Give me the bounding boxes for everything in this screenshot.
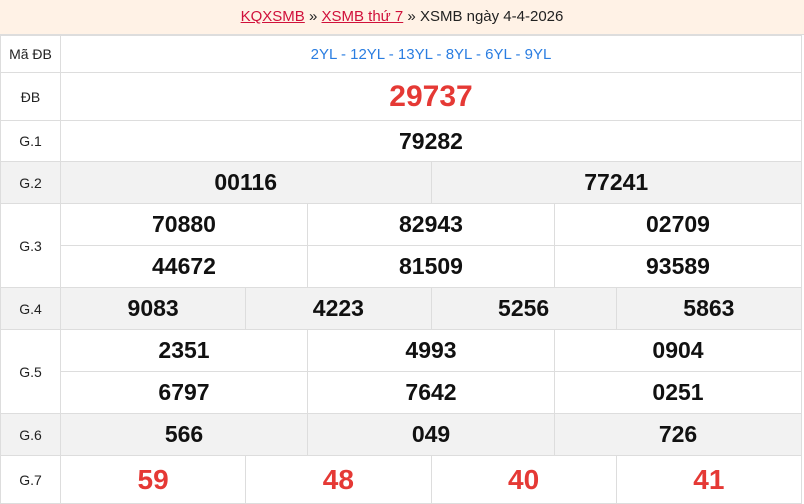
prize-number: 79282: [60, 120, 802, 162]
row-g6: G.6 566 049 726: [0, 413, 802, 456]
prize-number: 566: [60, 413, 308, 456]
row-g1: G.1 79282: [0, 120, 802, 162]
breadcrumb-current: XSMB ngày 4-4-2026: [419, 8, 564, 25]
prize-number: 77241: [430, 161, 802, 204]
prize-number: 4993: [307, 329, 555, 372]
prize-number: 40: [430, 455, 617, 504]
results-table: Mã ĐB 2YL - 12YL - 13YL - 8YL - 6YL - 9Y…: [0, 35, 803, 504]
row-g5: G.5 2351 4993 0904: [0, 329, 802, 414]
prize-number: 00116: [60, 161, 432, 204]
row-label: G.3: [0, 203, 61, 288]
prize-number: 5863: [615, 287, 803, 330]
breadcrumb-day-link[interactable]: XSMB thứ 7: [321, 8, 404, 25]
row-label: ĐB: [0, 72, 61, 121]
prize-number: 2351: [60, 329, 308, 372]
special-code: 2YL - 12YL - 13YL - 8YL - 6YL - 9YL: [60, 35, 802, 73]
prize-number: 48: [245, 455, 432, 504]
row-label: G.6: [0, 413, 61, 456]
row-g4: G.4 9083 4223 5256 5863: [0, 287, 803, 330]
row-g2: G.2 00116 77241: [0, 161, 802, 204]
row-label: G.5: [0, 329, 61, 414]
prize-number: 9083: [59, 287, 247, 330]
prize-number: 44672: [60, 245, 308, 288]
row-label: G.2: [0, 161, 61, 204]
row-db: ĐB 29737: [0, 72, 802, 121]
prize-number: 41: [615, 455, 803, 504]
prize-number: 5256: [430, 287, 617, 330]
row-g3: G.3 70880 82943 02709: [0, 203, 802, 288]
breadcrumb-home-link[interactable]: KQXSMB: [240, 8, 305, 25]
prize-number: 049: [307, 413, 555, 456]
row-label: G.7: [0, 455, 61, 504]
prize-number: 81509: [307, 245, 555, 288]
prize-number: 82943: [307, 203, 555, 246]
prize-number: 70880: [60, 203, 308, 246]
row-g7: G.7 59 48 40 41: [0, 455, 803, 504]
row-label: G.4: [0, 287, 61, 330]
prize-number: 4223: [245, 287, 432, 330]
row-ma-db: Mã ĐB 2YL - 12YL - 13YL - 8YL - 6YL - 9Y…: [0, 35, 802, 73]
prize-number: 726: [554, 413, 802, 456]
prize-number: 7642: [307, 371, 555, 414]
row-g3b: 44672 81509 93589: [1, 245, 802, 288]
row-g5b: 6797 7642 0251: [1, 371, 802, 414]
prize-number: 0904: [554, 329, 802, 372]
row-label: G.1: [0, 120, 61, 162]
prize-number: 0251: [554, 371, 802, 414]
prize-number: 93589: [554, 245, 802, 288]
special-prize: 29737: [60, 72, 802, 121]
breadcrumb-separator: »: [308, 8, 318, 25]
breadcrumb: KQXSMB » XSMB thứ 7 » XSMB ngày 4-4-2026: [0, 0, 804, 35]
prize-number: 6797: [60, 371, 308, 414]
prize-number: 02709: [554, 203, 802, 246]
breadcrumb-separator: »: [407, 8, 416, 25]
row-label: Mã ĐB: [0, 35, 61, 73]
prize-number: 59: [59, 455, 247, 504]
